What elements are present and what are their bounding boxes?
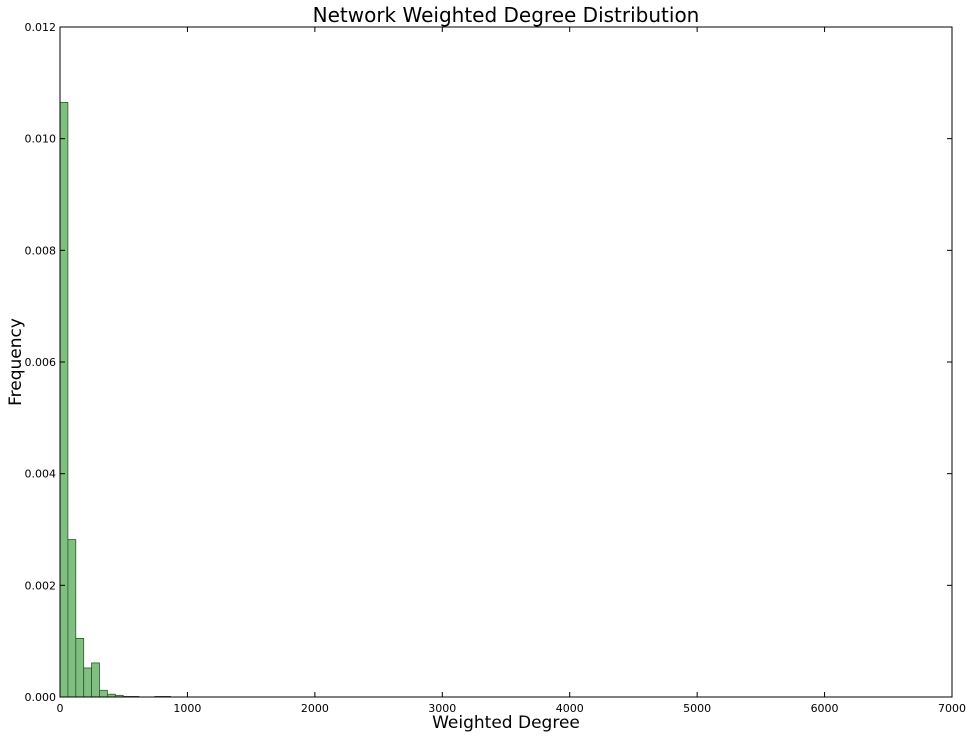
y-tick-label-1: 0.002 [25,579,57,592]
y-tick-label-3: 0.006 [25,356,57,369]
y-tick-label-2: 0.004 [25,468,57,481]
x-tick-label-4: 4000 [556,702,584,715]
histogram-bar-0 [59,101,69,698]
y-axis-label: Frequency [6,318,26,406]
ticks-layer: 0 1000 2000 3000 4000 5000 6000 7000 0.000 0.002 0… [25,21,967,715]
plot-frame [59,26,953,698]
histogram-bar-2 [75,637,85,698]
x-tick-label-3: 3000 [428,702,456,715]
histogram-bar-4 [91,662,100,698]
x-tick-label-1: 1000 [173,702,201,715]
bars-layer [59,101,172,698]
y-tick-label-4: 0.008 [25,244,57,257]
y-tick-label-6: 0.012 [25,21,57,34]
x-tick-label-7: 7000 [938,702,966,715]
x-tick-label-0: 0 [57,702,64,715]
x-tick-label-6: 6000 [811,702,839,715]
y-tick-label-5: 0.010 [25,133,57,146]
histogram-bar-5 [99,689,108,698]
histogram-bar-1 [67,539,77,698]
x-tick-label-5: 5000 [683,702,711,715]
histogram-bar-3 [83,667,93,698]
y-tick-label-0: 0.000 [25,691,57,704]
x-tick-label-2: 2000 [301,702,329,715]
x-axis-label: Weighted Degree [432,713,580,733]
chart-title: Network Weighted Degree Distribution [313,3,700,27]
